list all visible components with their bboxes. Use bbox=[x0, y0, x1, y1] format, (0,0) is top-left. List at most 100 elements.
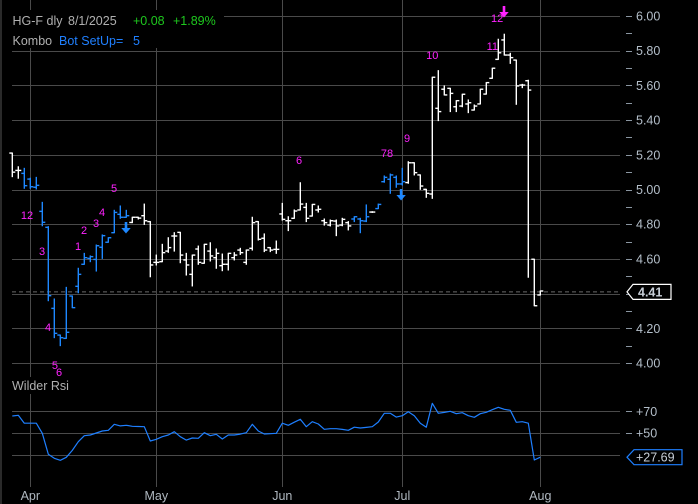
ohlc-bar bbox=[195, 245, 202, 265]
td-count-label: 78 bbox=[381, 148, 393, 160]
ohlc-bar bbox=[417, 174, 424, 190]
ohlc-bar bbox=[465, 99, 472, 114]
td-count-label: 9 bbox=[404, 133, 410, 145]
ohlc-bar bbox=[363, 204, 370, 223]
price-axis-area[interactable] bbox=[620, 0, 698, 487]
ohlc-bar bbox=[99, 234, 106, 259]
ohlc-bar bbox=[165, 237, 172, 253]
rsi-plot-area[interactable] bbox=[12, 372, 620, 487]
td-count-label: 2 bbox=[81, 225, 87, 237]
ohlc-bar bbox=[171, 232, 178, 252]
ohlc-bar bbox=[201, 243, 208, 264]
ohlc-bar bbox=[339, 217, 346, 227]
ohlc-bar bbox=[381, 175, 388, 183]
ohlc-bar bbox=[123, 209, 130, 218]
ohlc-bar bbox=[411, 162, 418, 176]
td-count-label: 12 bbox=[491, 13, 503, 25]
bar-date: 8/1/2025 bbox=[68, 14, 117, 28]
price-axis: 6.00 5.80 5.60 5.40 5.20 5.00 4.80 4.60 4.20 4.00 bbox=[626, 10, 660, 371]
ohlc-bar bbox=[285, 216, 292, 232]
ohlc-bar bbox=[321, 218, 328, 226]
ohlc-bar bbox=[267, 246, 274, 253]
ohlc-bar bbox=[501, 33, 508, 56]
ohlc-bar bbox=[351, 216, 358, 223]
rsi-line bbox=[12, 402, 541, 461]
price-axis-label: 5.00 bbox=[636, 183, 660, 197]
price-plot-area[interactable] bbox=[12, 0, 620, 372]
td-count-label: 3 bbox=[39, 246, 45, 258]
price-axis-label: 6.00 bbox=[636, 10, 660, 24]
td-count-label: 11 bbox=[487, 41, 498, 53]
price-axis-label: 5.20 bbox=[636, 148, 660, 162]
time-axis-label: Jun bbox=[272, 489, 292, 503]
ohlc-bar bbox=[105, 237, 112, 243]
ohlc-bar bbox=[21, 167, 28, 189]
ohlc-bar bbox=[333, 219, 340, 237]
ohlc-bar bbox=[327, 219, 334, 227]
price-bars bbox=[9, 33, 544, 347]
ohlc-bar bbox=[399, 167, 406, 186]
ohlc-bar bbox=[249, 216, 256, 251]
percent-change: +1.89% bbox=[173, 14, 216, 28]
arrow-down-icon bbox=[121, 222, 131, 234]
ohlc-bar bbox=[459, 93, 466, 108]
ohlc-bar bbox=[93, 244, 100, 272]
ohlc-bar bbox=[471, 104, 478, 111]
symbol-interval[interactable]: HG-F dly bbox=[12, 14, 63, 28]
ohlc-bar bbox=[303, 202, 310, 223]
rsi-axis-label: +70 bbox=[636, 405, 657, 419]
ohlc-bar bbox=[189, 254, 196, 287]
ohlc-bar bbox=[177, 231, 184, 264]
price-axis-label: 4.80 bbox=[636, 218, 660, 232]
ohlc-bar bbox=[81, 252, 88, 265]
ohlc-bar bbox=[153, 254, 160, 266]
ohlc-bar bbox=[279, 202, 286, 221]
rsi-panel-legend: Wilder Rsi bbox=[10, 377, 74, 394]
ohlc-bar bbox=[129, 216, 136, 224]
td-count-label: 1 bbox=[75, 241, 81, 253]
ohlc-bar bbox=[441, 85, 448, 96]
arrow-down-icon bbox=[499, 6, 509, 18]
time-axis-area[interactable] bbox=[0, 487, 698, 504]
ohlc-bar bbox=[75, 267, 82, 294]
ohlc-bar bbox=[525, 79, 532, 278]
ohlc-bar bbox=[435, 70, 442, 122]
ohlc-bar bbox=[27, 177, 34, 189]
ohlc-bar bbox=[141, 203, 148, 225]
time-axis-label: Apr bbox=[21, 489, 40, 503]
ohlc-bar bbox=[45, 226, 52, 302]
rsi-axis: +70 +50 bbox=[626, 405, 657, 441]
ohlc-bar bbox=[231, 252, 238, 261]
ohlc-bar bbox=[63, 286, 70, 340]
ohlc-bar bbox=[495, 38, 502, 61]
header-legend: HG-F dly 8/1/2025 +0.08 +1.89% Kombo Bot… bbox=[10, 10, 224, 48]
ohlc-bar bbox=[225, 252, 232, 271]
price-axis-label: 5.80 bbox=[636, 44, 660, 58]
ohlc-bar bbox=[39, 201, 46, 227]
price-axis-label: 5.40 bbox=[636, 114, 660, 128]
ohlc-bar bbox=[453, 99, 460, 113]
time-axis-label: Jul bbox=[394, 489, 410, 503]
time-axis-label: Aug bbox=[529, 489, 551, 503]
ohlc-bar bbox=[57, 334, 64, 347]
setup-value: 5 bbox=[133, 34, 140, 48]
ohlc-bar bbox=[135, 216, 142, 220]
ohlc-bar bbox=[477, 88, 484, 105]
ohlc-bar bbox=[447, 87, 454, 113]
ohlc-bar bbox=[531, 258, 538, 307]
td-count-label: 3 bbox=[93, 218, 99, 230]
ohlc-bar bbox=[117, 205, 124, 219]
ohlc-bar bbox=[393, 175, 400, 188]
price-axis-label: 4.20 bbox=[636, 322, 660, 336]
ohlc-bar bbox=[357, 217, 364, 234]
td-count-label: 4 bbox=[99, 207, 105, 219]
ohlc-bar bbox=[51, 298, 58, 339]
study-name[interactable]: Kombo bbox=[12, 34, 53, 48]
ohlc-bar bbox=[297, 182, 304, 211]
gridlines bbox=[12, 0, 620, 487]
ohlc-bar bbox=[183, 252, 190, 276]
rsi-title[interactable]: Wilder Rsi bbox=[12, 379, 69, 393]
ohlc-bar bbox=[423, 188, 430, 198]
